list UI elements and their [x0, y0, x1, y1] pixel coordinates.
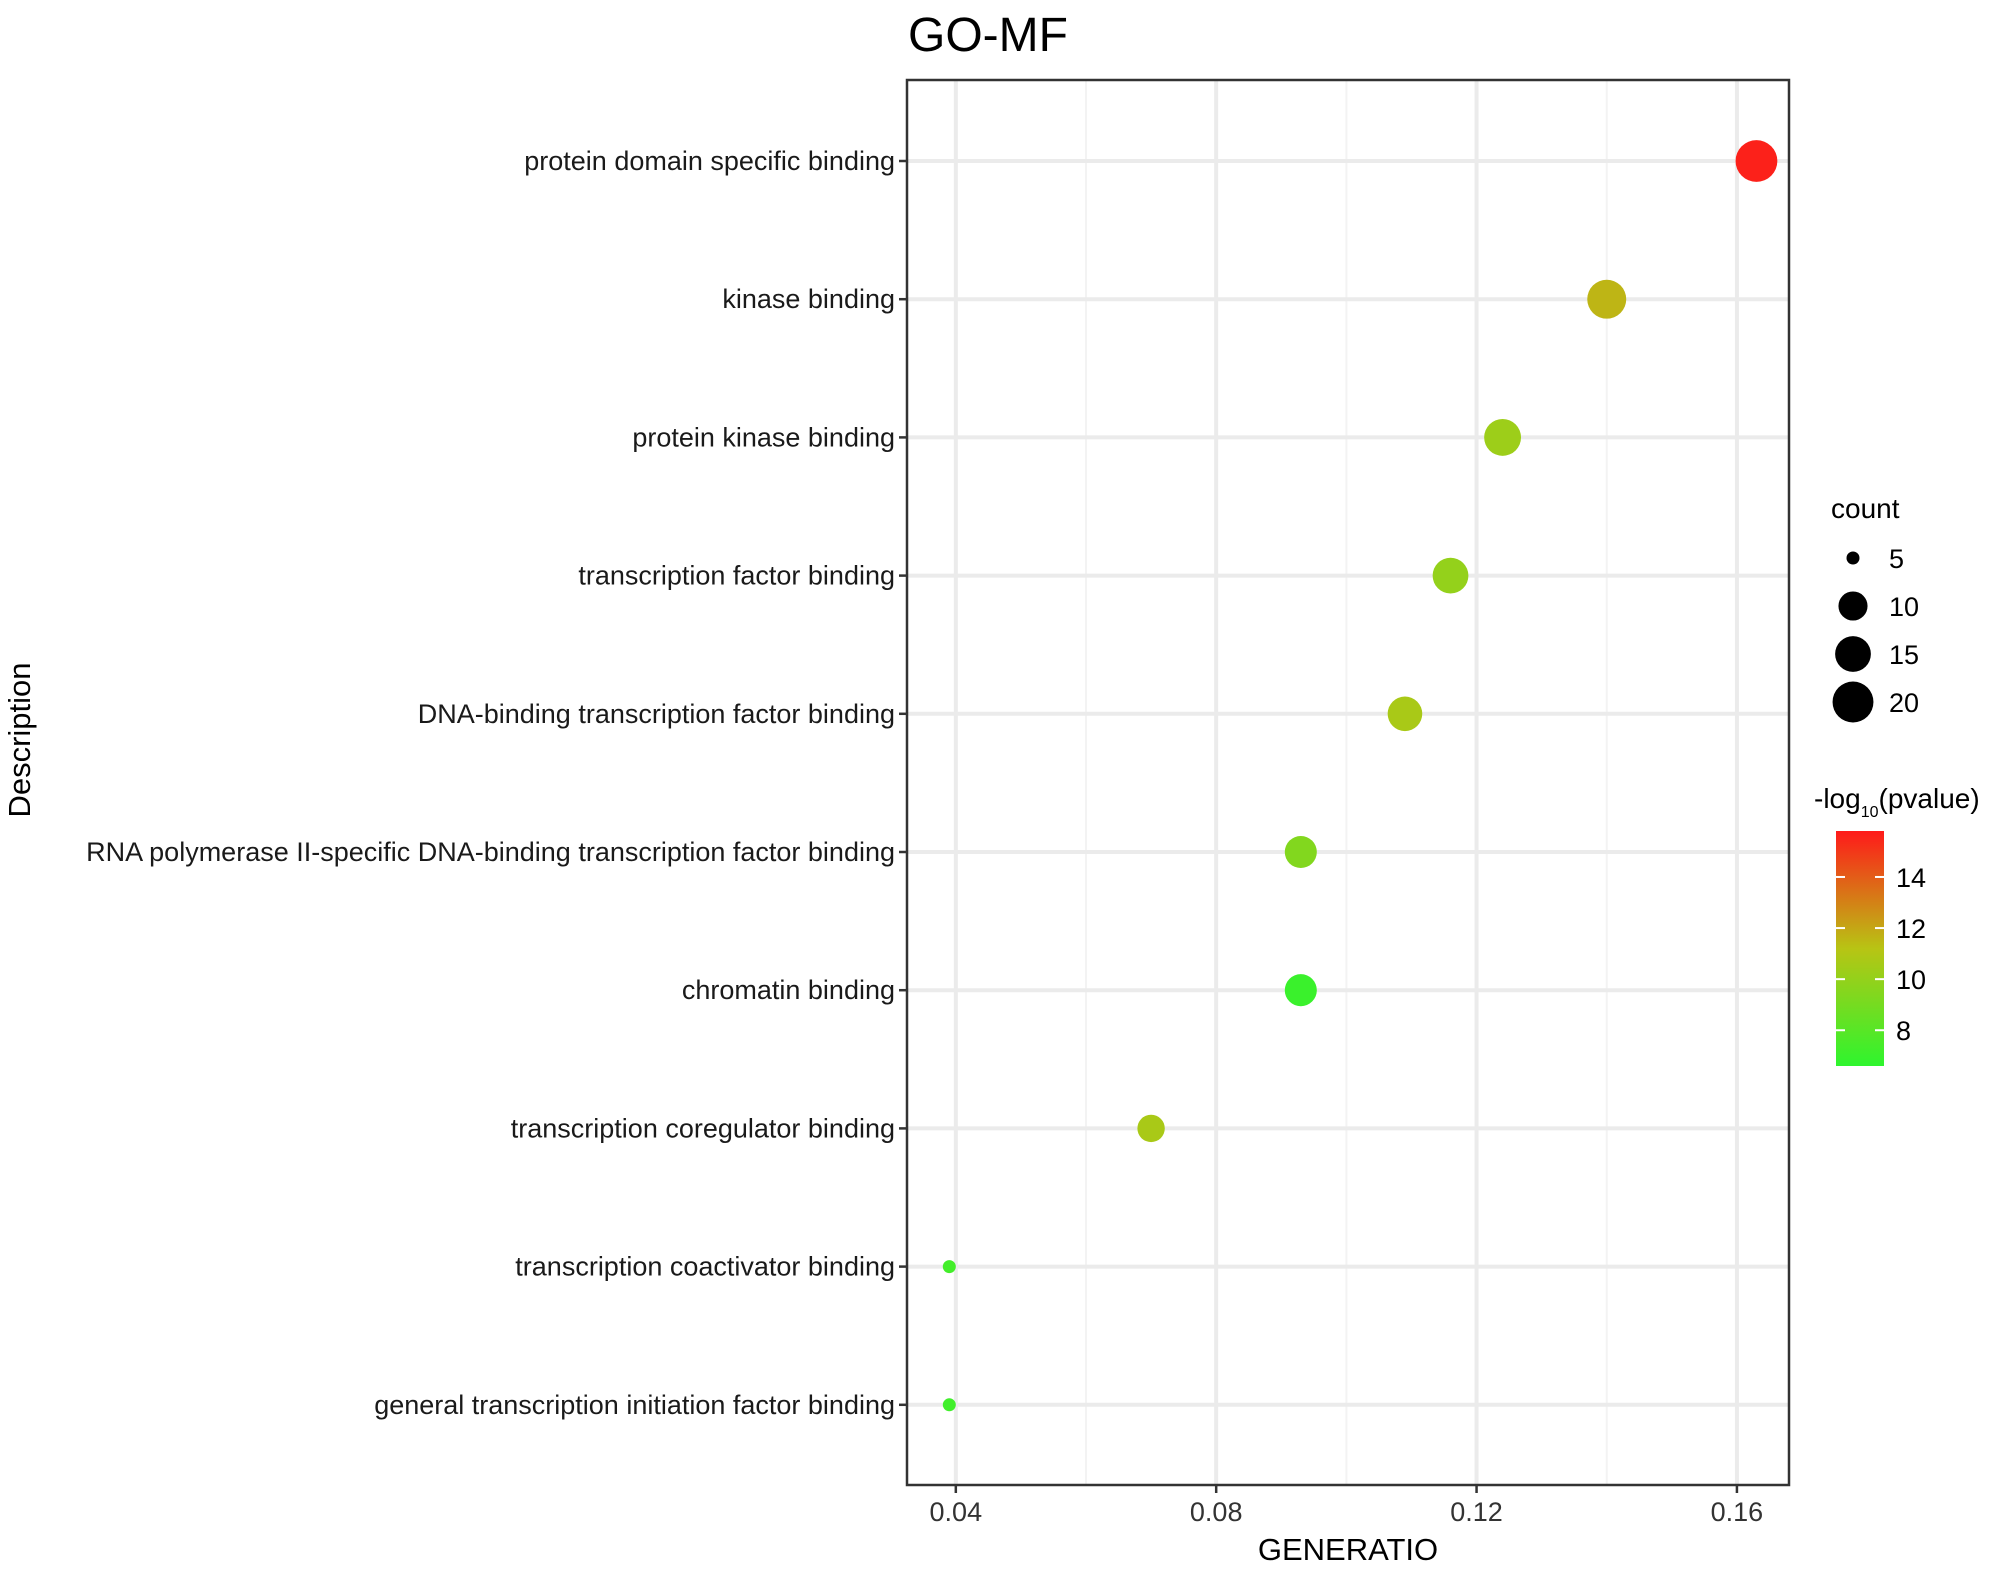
y-tick-label: general transcription initiation factor …	[374, 1390, 895, 1420]
size-legend-key	[1846, 551, 1860, 565]
y-tick-label: protein kinase binding	[632, 422, 895, 452]
grid	[907, 80, 1789, 1485]
chart-title: GO-MF	[908, 9, 1068, 62]
size-legend-label: 5	[1889, 544, 1904, 574]
size-legend-key	[1838, 591, 1868, 621]
size-legend: count 5 10 15 20	[1831, 493, 1919, 723]
x-tick-label: 0.08	[1190, 1497, 1243, 1527]
data-point	[942, 1260, 956, 1274]
x-tick-label: 0.16	[1711, 1497, 1764, 1527]
color-legend-title: -log10(pvalue)	[1814, 783, 1980, 821]
data-point	[1432, 557, 1469, 594]
x-axis: 0.04 0.08 0.12 0.16	[930, 1485, 1764, 1527]
data-point	[942, 1398, 956, 1412]
color-legend-title-suffix: (pvalue)	[1879, 783, 1980, 814]
data-point	[1284, 835, 1317, 869]
colorbar-label: 14	[1896, 863, 1926, 893]
size-legend-label: 20	[1889, 688, 1919, 718]
data-point	[1387, 696, 1423, 732]
y-tick-label: chromatin binding	[682, 975, 895, 1005]
x-tick-label: 0.04	[930, 1497, 983, 1527]
size-legend-key	[1835, 636, 1871, 672]
data-point	[1137, 1114, 1165, 1143]
colorbar	[1836, 831, 1884, 1066]
y-tick-label: kinase binding	[722, 284, 895, 314]
y-axis: protein domain specific binding kinase bi…	[86, 146, 907, 1420]
size-legend-key	[1832, 681, 1874, 723]
color-legend-title-prefix: -log	[1814, 783, 1861, 814]
y-tick-label: transcription factor binding	[578, 561, 895, 591]
colorbar-label: 12	[1896, 914, 1926, 944]
data-point	[1484, 418, 1522, 456]
color-legend-title-subscript: 10	[1861, 804, 1879, 821]
data-points	[942, 140, 1778, 1412]
y-axis-title: Description	[2, 662, 37, 817]
y-tick-label: transcription coregulator binding	[511, 1113, 895, 1143]
data-point	[1587, 279, 1627, 319]
size-legend-label: 10	[1889, 592, 1919, 622]
y-tick-label: protein domain specific binding	[524, 146, 895, 176]
data-point	[1735, 140, 1778, 182]
data-point	[1284, 974, 1317, 1007]
colorbar-label: 8	[1896, 1016, 1911, 1046]
x-axis-title: GENERATIO	[1258, 1532, 1438, 1567]
y-tick-label: DNA-binding transcription factor binding	[418, 699, 895, 729]
size-legend-label: 15	[1889, 640, 1919, 670]
x-tick-label: 0.12	[1450, 1497, 1503, 1527]
y-tick-label: RNA polymerase II-specific DNA-binding t…	[86, 837, 895, 867]
plot-panel-frame	[905, 78, 1791, 1487]
y-tick-label: transcription coactivator binding	[515, 1252, 895, 1282]
colorbar-label: 10	[1896, 965, 1926, 995]
size-legend-title: count	[1831, 493, 1900, 524]
